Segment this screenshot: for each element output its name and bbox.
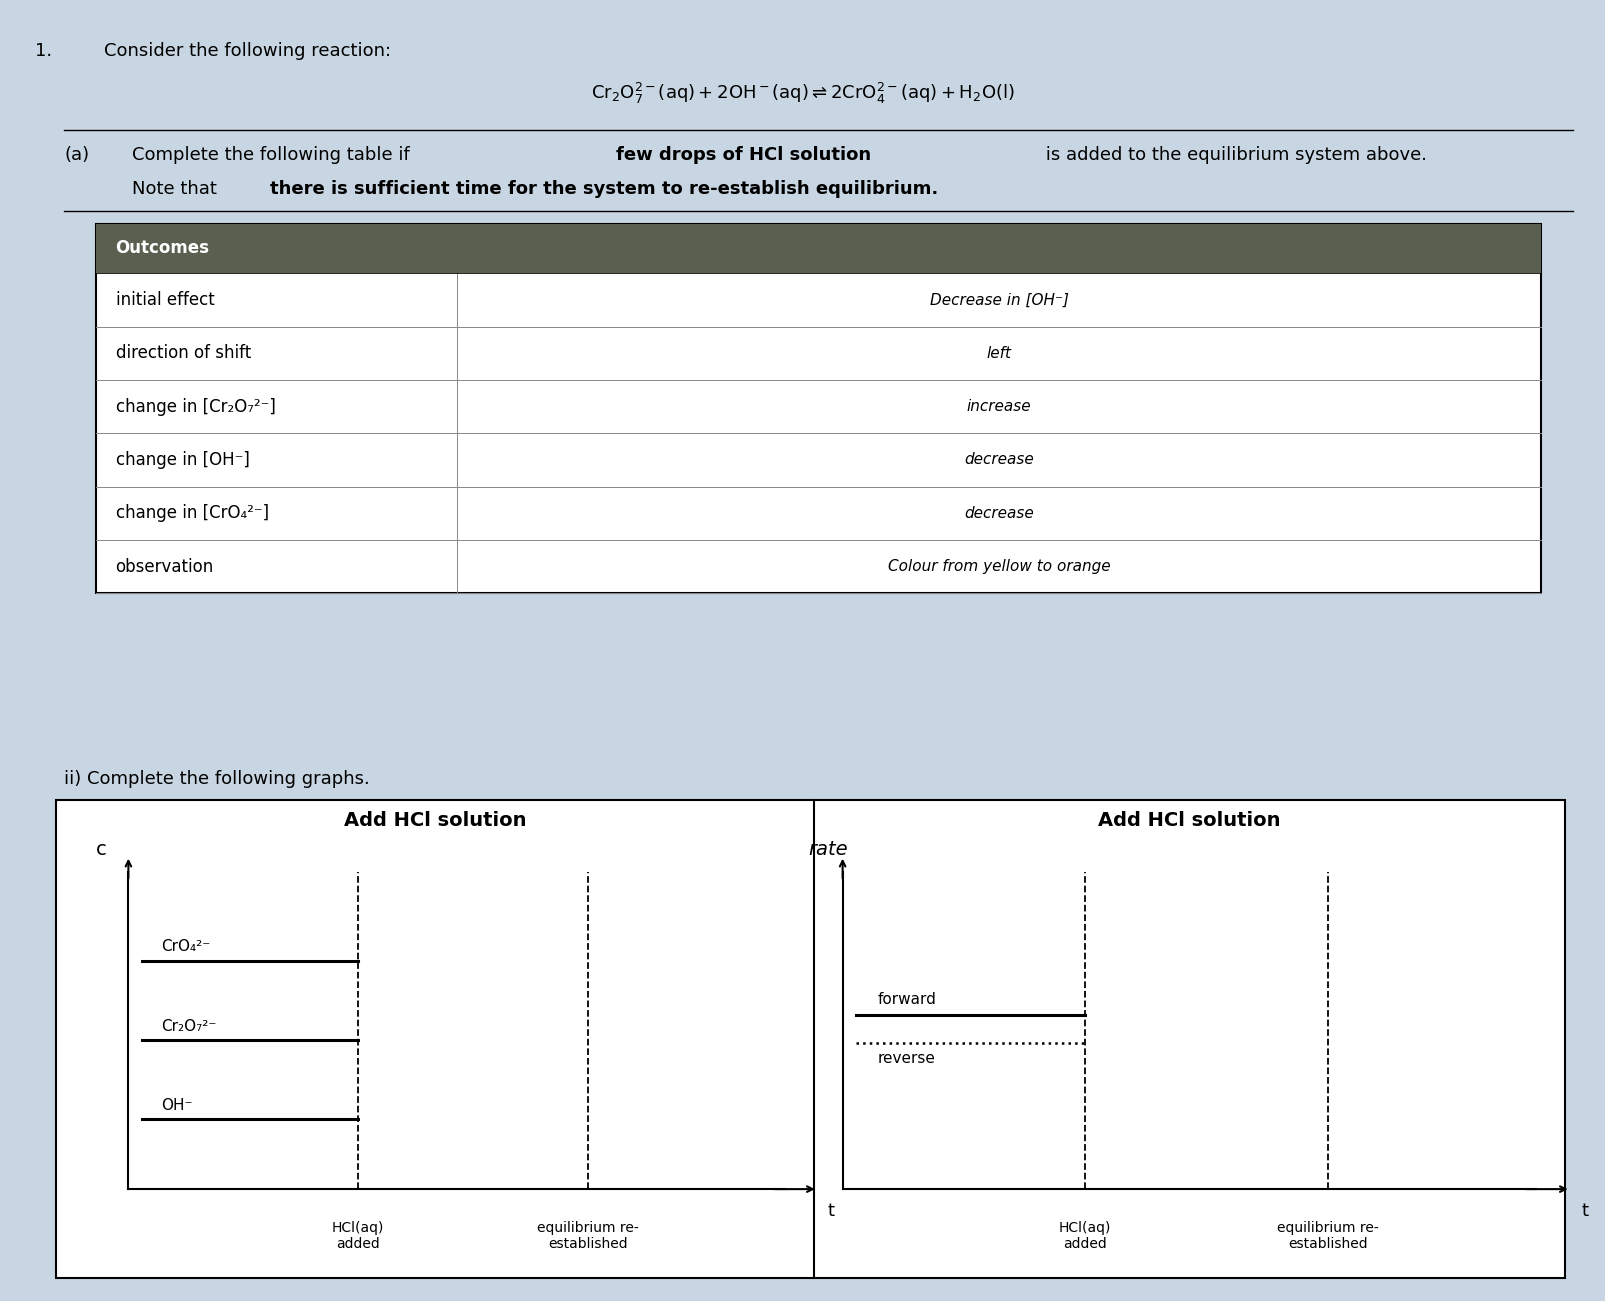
Text: few drops of HCl solution: few drops of HCl solution: [616, 146, 872, 164]
Text: decrease: decrease: [965, 506, 1034, 520]
Bar: [96, 224, 1541, 593]
Text: increase: increase: [966, 399, 1032, 414]
Text: observation: observation: [116, 558, 213, 575]
Text: Cr₂O₇²⁻: Cr₂O₇²⁻: [160, 1019, 217, 1033]
Text: reverse: reverse: [878, 1051, 936, 1066]
Text: Decrease in [OH⁻]: Decrease in [OH⁻]: [929, 293, 1069, 307]
Text: decrease: decrease: [965, 453, 1034, 467]
Text: HCl(aq)
added: HCl(aq) added: [332, 1220, 384, 1252]
Text: Add HCl solution: Add HCl solution: [1098, 811, 1281, 830]
Text: change in [OH⁻]: change in [OH⁻]: [116, 451, 249, 468]
Text: equilibrium re-
established: equilibrium re- established: [1278, 1220, 1379, 1252]
Text: t: t: [1581, 1202, 1587, 1220]
Text: Add HCl solution: Add HCl solution: [343, 811, 526, 830]
Text: forward: forward: [878, 991, 936, 1007]
Text: rate: rate: [807, 840, 847, 859]
Text: $\mathrm{Cr_2O_7^{2-}(aq) + 2OH^-(aq) \rightleftharpoons 2CrO_4^{2-}(aq) + H_2O(: $\mathrm{Cr_2O_7^{2-}(aq) + 2OH^-(aq) \r…: [591, 81, 1014, 105]
Text: left: left: [987, 346, 1011, 360]
Bar: [56, 800, 1565, 1278]
Text: change in [CrO₄²⁻]: change in [CrO₄²⁻]: [116, 505, 268, 522]
Text: OH⁻: OH⁻: [160, 1098, 193, 1112]
Text: (a): (a): [64, 146, 90, 164]
Text: initial effect: initial effect: [116, 291, 215, 308]
Text: there is sufficient time for the system to re-establish equilibrium.: there is sufficient time for the system …: [270, 180, 937, 198]
Text: ii) Complete the following graphs.: ii) Complete the following graphs.: [64, 770, 369, 788]
Text: CrO₄²⁻: CrO₄²⁻: [160, 939, 210, 954]
Text: equilibrium re-
established: equilibrium re- established: [538, 1220, 639, 1252]
Text: Consider the following reaction:: Consider the following reaction:: [104, 42, 392, 60]
Text: 1.: 1.: [35, 42, 53, 60]
Text: is added to the equilibrium system above.: is added to the equilibrium system above…: [1040, 146, 1427, 164]
Text: direction of shift: direction of shift: [116, 345, 250, 362]
Bar: [96, 224, 1541, 273]
Text: change in [Cr₂O₇²⁻]: change in [Cr₂O₇²⁻]: [116, 398, 276, 415]
Text: Note that: Note that: [132, 180, 221, 198]
Text: Outcomes: Outcomes: [116, 239, 210, 258]
Text: HCl(aq)
added: HCl(aq) added: [1059, 1220, 1112, 1252]
Text: c: c: [96, 840, 106, 859]
Text: Complete the following table if: Complete the following table if: [132, 146, 416, 164]
Text: t: t: [827, 1202, 835, 1220]
Text: Colour from yellow to orange: Colour from yellow to orange: [888, 559, 1111, 574]
